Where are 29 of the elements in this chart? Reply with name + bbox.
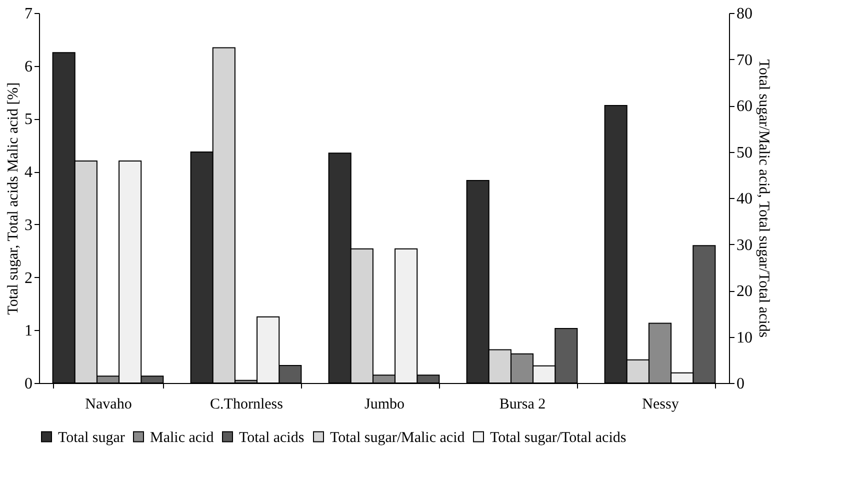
x-tick-label: C.Thornless xyxy=(210,396,284,412)
legend-label: Total sugar/Total acids xyxy=(490,430,626,446)
y-tick-label: 7 xyxy=(24,6,32,22)
legend-label: Total sugar xyxy=(58,430,125,446)
x-tick-label: Nessy xyxy=(642,396,680,412)
y-axis-title: Total sugar, Total acids Malic acid [%] xyxy=(6,82,22,315)
y2-tick-label: 30 xyxy=(736,236,752,254)
y-tick-label: 3 xyxy=(24,216,32,234)
legend-label: Malic acid xyxy=(150,430,214,446)
y2-tick-label: 10 xyxy=(736,329,752,346)
x-tick-label: Jumbo xyxy=(364,396,405,412)
y2-tick-label: 20 xyxy=(736,283,752,300)
y-tick-label: 6 xyxy=(24,58,32,76)
y-tick-label: 0 xyxy=(24,376,32,392)
y2-tick-label: 70 xyxy=(736,52,752,69)
legend-label: Total sugar/Malic acid xyxy=(330,430,466,446)
y2-tick-label: 60 xyxy=(736,98,752,115)
x-tick-label: Navaho xyxy=(85,396,132,412)
legend-label: Total acids xyxy=(239,430,304,446)
y-tick-label: 4 xyxy=(24,164,32,182)
y2-axis-title: Total sugar/Malic acid, Total sugar/Total acids xyxy=(756,59,772,338)
y2-tick-label: 40 xyxy=(736,190,752,208)
y2-tick-label: 80 xyxy=(736,6,752,22)
y-tick-label: 2 xyxy=(24,270,32,287)
y2-tick-label: 0 xyxy=(736,376,744,392)
y-tick-label: 1 xyxy=(24,322,32,340)
x-tick-label: Bursa 2 xyxy=(499,396,546,412)
y2-tick-label: 50 xyxy=(736,144,752,162)
y-tick-label: 5 xyxy=(24,111,32,128)
